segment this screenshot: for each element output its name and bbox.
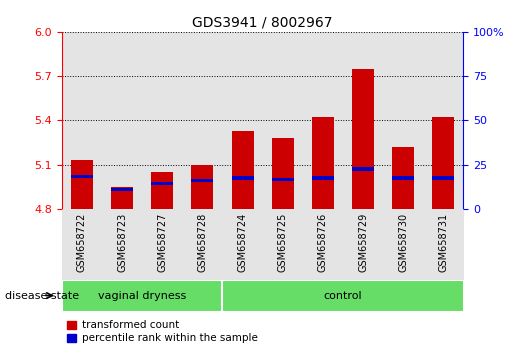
Text: GSM658728: GSM658728 (197, 212, 208, 272)
Bar (232, 176, 253, 179)
Text: GSM658723: GSM658723 (117, 212, 127, 272)
Text: GSM658724: GSM658724 (237, 212, 248, 272)
Bar (62, 32, 102, 209)
Bar (263, 32, 303, 209)
Bar (232, 131, 253, 209)
Bar (383, 209, 423, 280)
Bar (142, 32, 182, 209)
Text: GSM658729: GSM658729 (358, 212, 368, 272)
Bar (102, 209, 142, 280)
Bar (433, 118, 454, 209)
Text: GSM658731: GSM658731 (438, 212, 449, 272)
Bar (62, 280, 222, 312)
Bar (222, 32, 263, 209)
Bar (111, 187, 133, 209)
Text: vaginal dryness: vaginal dryness (98, 291, 186, 301)
Bar (222, 209, 263, 280)
Bar (312, 176, 334, 179)
Bar (343, 209, 383, 280)
Text: GSM658726: GSM658726 (318, 212, 328, 272)
Bar (352, 167, 374, 171)
Text: GSM658722: GSM658722 (77, 212, 87, 272)
Bar (343, 32, 383, 209)
Bar (142, 209, 182, 280)
Bar (433, 176, 454, 179)
Bar (102, 32, 142, 209)
Text: control: control (323, 291, 363, 301)
Bar (392, 147, 414, 209)
Bar (192, 179, 213, 182)
Bar (312, 118, 334, 209)
Bar (182, 32, 222, 209)
Bar (71, 160, 93, 209)
Legend: transformed count, percentile rank within the sample: transformed count, percentile rank withi… (67, 320, 258, 343)
Bar (182, 209, 222, 280)
Bar (303, 32, 343, 209)
Title: GDS3941 / 8002967: GDS3941 / 8002967 (193, 15, 333, 29)
Bar (151, 172, 173, 209)
Bar (151, 182, 173, 185)
Bar (383, 32, 423, 209)
Text: GSM658725: GSM658725 (278, 212, 288, 272)
Text: disease state: disease state (5, 291, 79, 301)
Bar (423, 209, 464, 280)
Bar (263, 209, 303, 280)
Bar (71, 175, 93, 178)
Bar (192, 165, 213, 209)
Bar (272, 138, 294, 209)
Bar (303, 209, 343, 280)
Bar (423, 32, 464, 209)
Bar (272, 178, 294, 181)
Bar (62, 209, 102, 280)
Bar (392, 176, 414, 179)
Bar (111, 188, 133, 191)
Text: GSM658730: GSM658730 (398, 212, 408, 272)
Text: GSM658727: GSM658727 (157, 212, 167, 272)
Bar (222, 280, 464, 312)
Bar (352, 69, 374, 209)
